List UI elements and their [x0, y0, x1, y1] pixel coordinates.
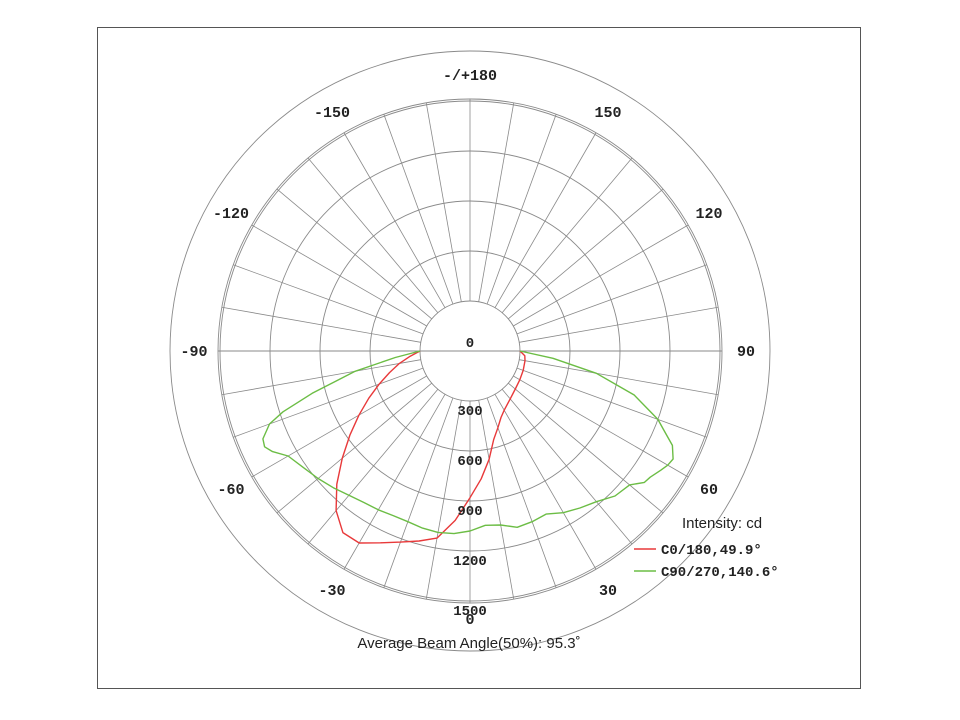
radial-tick-label: 1500: [453, 604, 487, 620]
angle-label: 120: [696, 206, 723, 223]
grid-spoke: [251, 224, 427, 327]
radial-tick-label: 300: [457, 404, 482, 420]
grid-spoke: [519, 359, 719, 396]
grid-spoke: [494, 132, 597, 308]
radial-tick-label: 600: [457, 454, 482, 470]
grid-spoke: [478, 400, 515, 600]
polar-chart: 30 60 90 120 150 -/+180 -150 -120 -90 -60 -30 0 0 300…: [169, 50, 779, 652]
grid-spoke: [383, 397, 454, 588]
angle-label: -150: [314, 105, 350, 122]
grid-spoke: [233, 264, 424, 335]
legend: C0/180,49.9° C90/270,140.6°: [634, 543, 779, 581]
angle-label: -/+180: [443, 68, 497, 85]
grid-spoke: [501, 157, 633, 313]
grid-spoke: [307, 389, 439, 545]
grid-spoke: [513, 224, 689, 327]
polar-grid: [169, 50, 771, 652]
axis-labels: 30 60 90 120 150 -/+180 -150 -120 -90 -60 -30 0 0 300…: [180, 68, 755, 629]
series-line-c90-270: [262, 350, 674, 535]
angle-label: -60: [217, 482, 244, 499]
grid-spoke: [233, 367, 424, 438]
angle-label: -30: [318, 583, 345, 600]
radial-tick-label: 0: [466, 336, 474, 352]
grid-spoke: [276, 382, 432, 514]
grid-spoke: [276, 188, 432, 320]
angle-label: 150: [594, 105, 621, 122]
grid-spoke: [221, 306, 421, 343]
series-layer: [262, 350, 674, 544]
legend-label-c0: C0/180,49.9°: [661, 543, 762, 559]
grid-spoke: [343, 132, 446, 308]
radial-tick-label: 900: [457, 504, 482, 520]
radial-tick-label: 1200: [453, 554, 487, 570]
grid-spoke: [486, 397, 557, 588]
angle-label: -120: [213, 206, 249, 223]
grid-ring: [169, 50, 771, 652]
grid-spoke: [307, 157, 439, 313]
grid-spoke: [221, 359, 421, 396]
chart-frame: 30 60 90 120 150 -/+180 -150 -120 -90 -60 -30 0 0 300…: [97, 27, 861, 689]
grid-spoke: [508, 382, 664, 514]
grid-spoke: [425, 102, 462, 302]
grid-spoke: [516, 367, 707, 438]
series-line-c0-180: [335, 350, 526, 544]
angle-label: 60: [700, 482, 718, 499]
grid-spoke: [343, 394, 446, 570]
grid-spoke: [383, 114, 454, 305]
grid-spoke: [251, 375, 427, 478]
grid-spoke: [425, 400, 462, 600]
legend-label-c90: C90/270,140.6°: [661, 565, 779, 581]
grid-spoke: [486, 114, 557, 305]
angle-label-0: 0: [465, 612, 474, 629]
footer-beam-angle: Average Beam Angle(50%): 95.3˚: [357, 635, 580, 652]
intensity-unit-label: Intensity: cd: [682, 515, 762, 532]
angle-label: 30: [599, 583, 617, 600]
angle-label: 90: [737, 344, 755, 361]
angle-label: -90: [180, 344, 207, 361]
grid-spoke: [508, 188, 664, 320]
grid-spoke: [516, 264, 707, 335]
grid-spoke: [494, 394, 597, 570]
grid-spoke: [478, 102, 515, 302]
grid-spoke: [501, 389, 633, 545]
grid-spoke: [513, 375, 689, 478]
grid-spoke: [519, 306, 719, 343]
